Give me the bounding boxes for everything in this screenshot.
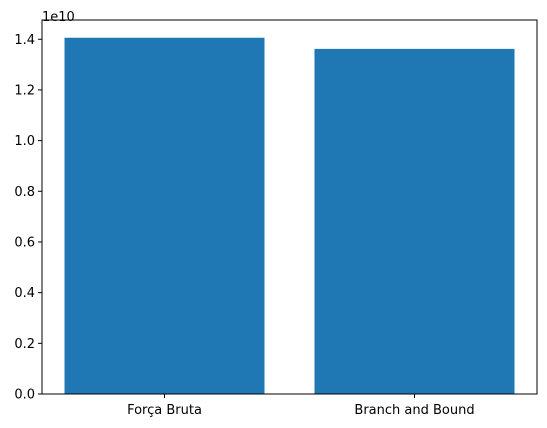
bar [314, 48, 515, 395]
y-axis-offset-label: 1e10 [42, 10, 75, 25]
plot-frame [41, 19, 538, 395]
x-tick-label: Força Bruta [127, 403, 202, 418]
y-tick-label: 0.8 [14, 185, 35, 200]
bar [64, 37, 265, 395]
y-tick-label: 0.6 [14, 235, 35, 250]
y-tick-label: 0.2 [14, 337, 35, 352]
y-tick-label: 1.4 [14, 33, 35, 48]
y-axis: 0.0 0.2 0.4 0.6 0.8 1.0 1.2 1.4 [14, 33, 42, 403]
y-tick-label: 1.2 [14, 83, 35, 98]
y-tick-label: 0.4 [14, 286, 35, 301]
x-tick-label: Branch and Bound [354, 403, 474, 418]
y-tick-label: 1.0 [14, 134, 35, 149]
bars-group [64, 37, 515, 395]
x-axis: Força Bruta Branch and Bound [127, 394, 475, 418]
y-tick-label: 0.0 [14, 388, 35, 403]
